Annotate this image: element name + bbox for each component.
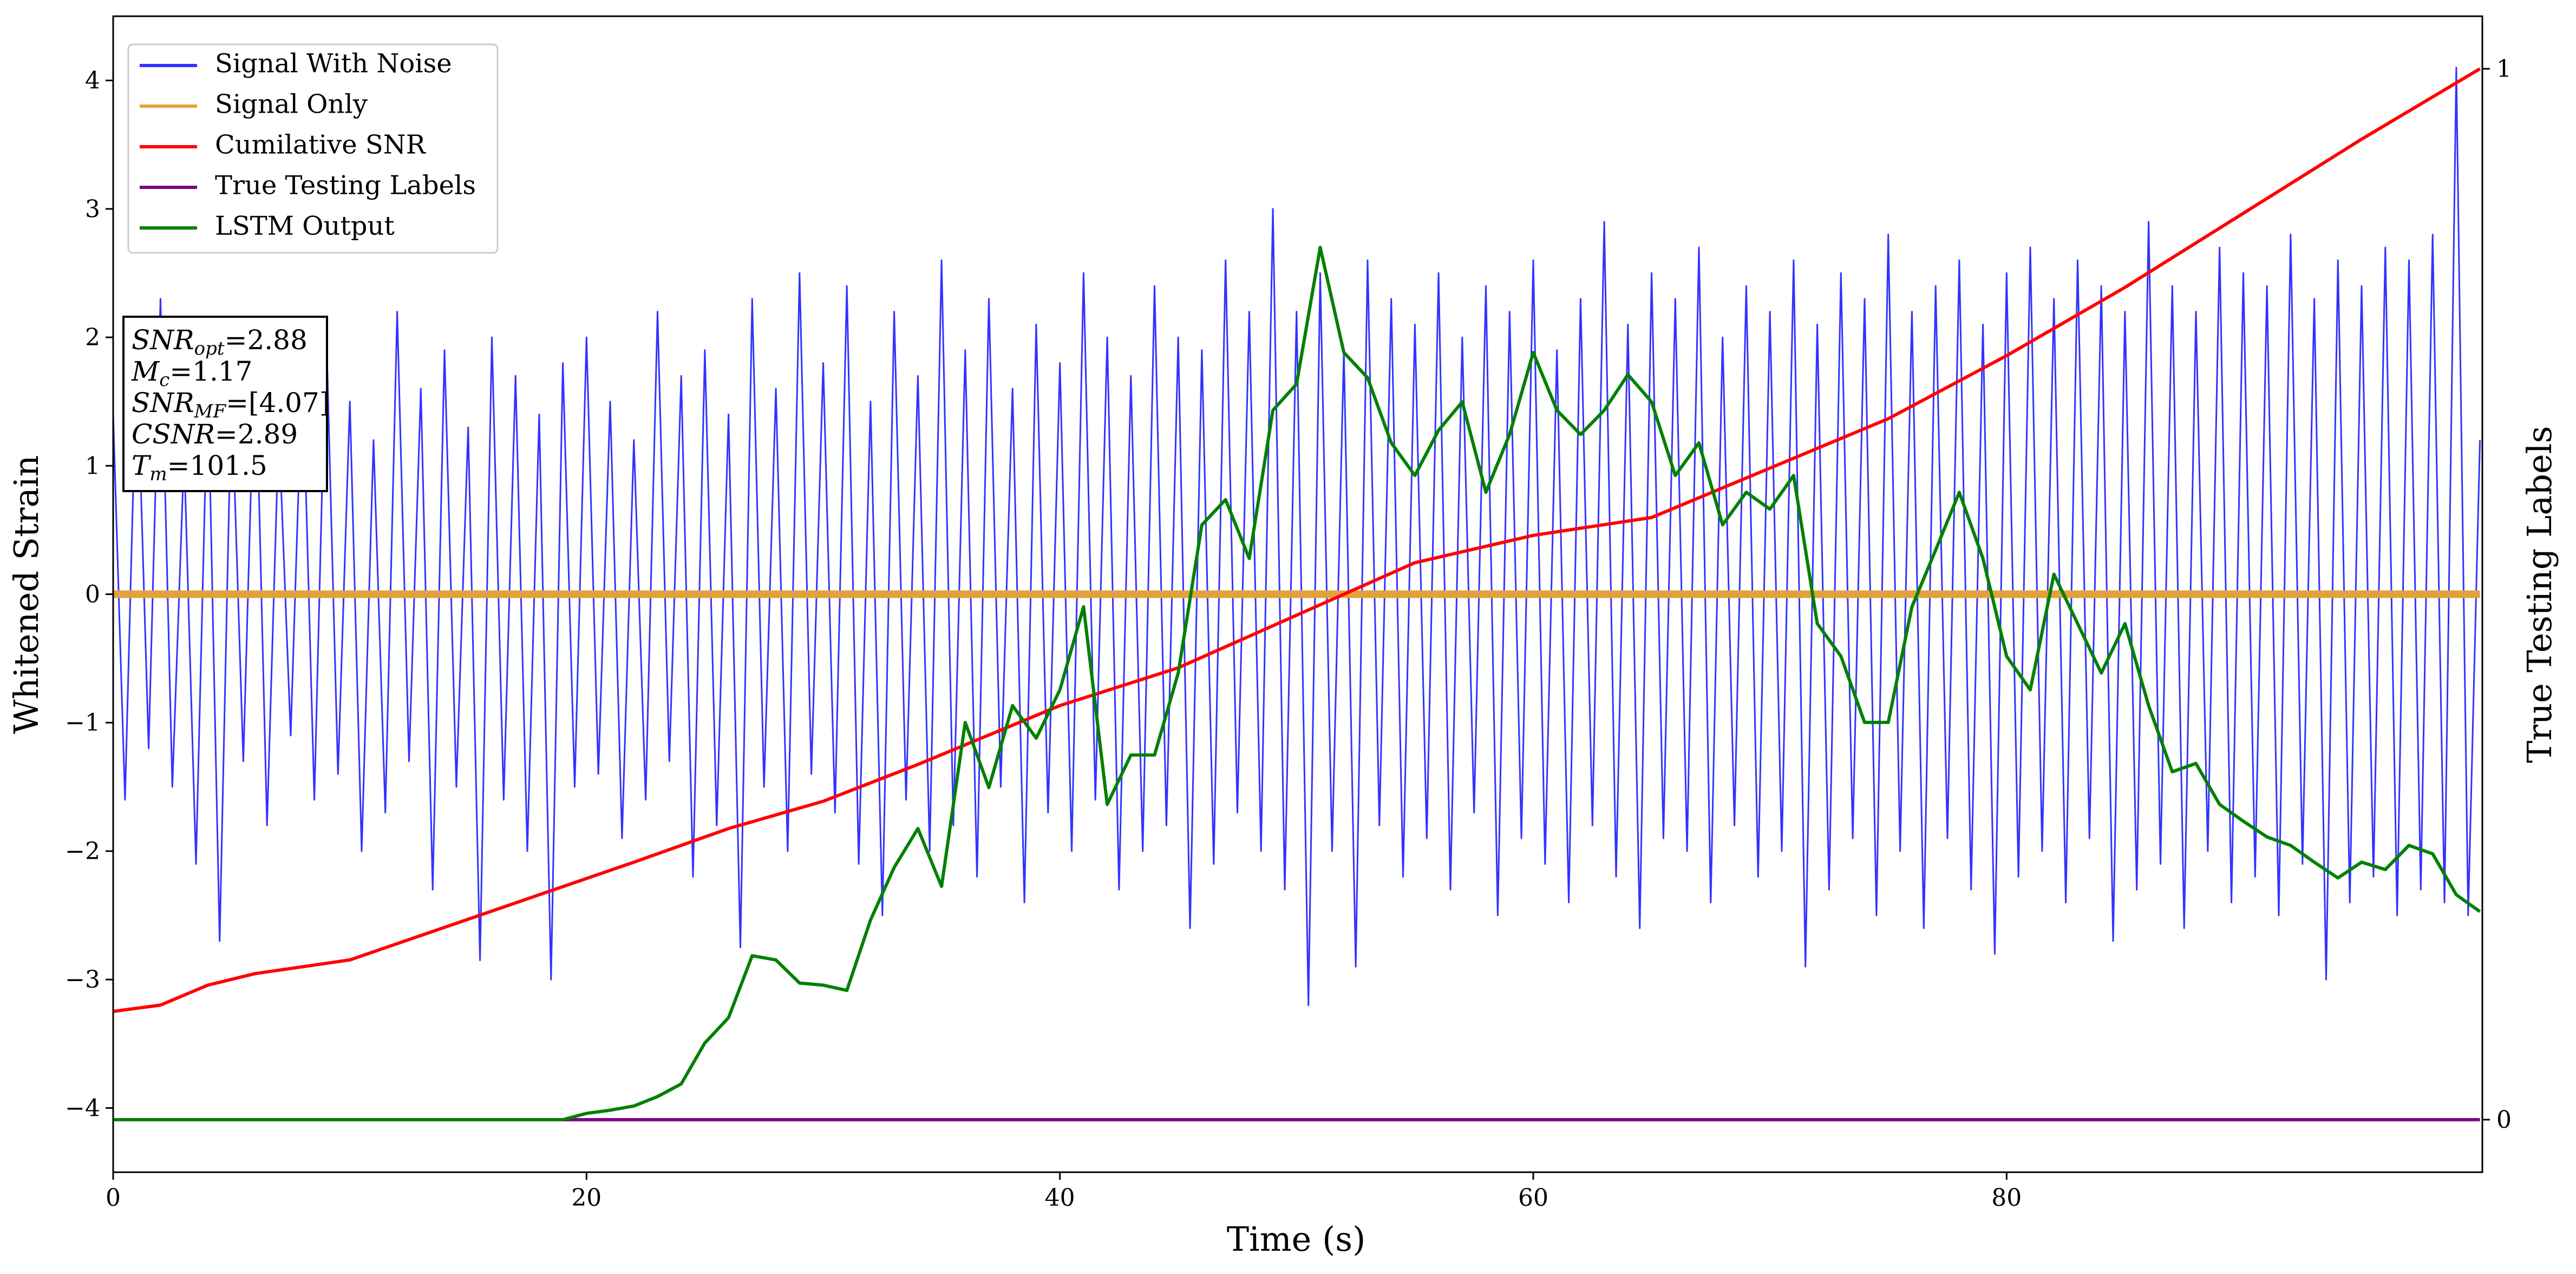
annotation-symbol: M: [131, 356, 160, 387]
legend-label: Cumilative SNR: [215, 130, 427, 160]
annotation-line: CSNR=2.89: [132, 419, 298, 450]
y2-tick-label: 0: [2496, 1106, 2512, 1134]
y-tick-label: 2: [85, 324, 100, 351]
y-tick-label: 3: [85, 195, 100, 223]
annotation-subscript: m: [149, 463, 167, 485]
y-tick-label: 1: [85, 452, 100, 480]
legend-label: True Testing Labels: [215, 171, 476, 201]
annotation-value: =2.88: [225, 324, 308, 356]
y2-tick-label: 1: [2496, 55, 2512, 83]
y-tick-label: −2: [65, 838, 100, 865]
annotation-value: =2.89: [215, 419, 298, 450]
legend-label: Signal With Noise: [215, 49, 452, 79]
annotation-line: Mc=1.17: [131, 356, 252, 391]
annotation-symbol: T: [132, 450, 152, 481]
annotation-symbol: SNR: [132, 387, 194, 419]
x-tick-label: 60: [1518, 1184, 1548, 1212]
annotation-subscript: c: [159, 369, 169, 391]
y-axis-label: Whitened Strain: [6, 455, 46, 734]
y-tick-label: −1: [65, 709, 100, 737]
x-tick-label: 40: [1045, 1184, 1075, 1212]
annotation-value: =[4.07]: [226, 387, 330, 419]
legend-label: LSTM Output: [215, 211, 395, 241]
y-tick-label: −3: [65, 966, 100, 994]
annotation-value: =1.17: [169, 356, 252, 387]
y2-axis-label: True Testing Labels: [2520, 426, 2559, 763]
annotation-subscript: MF: [194, 401, 227, 422]
annotation-subscript: opt: [194, 338, 225, 360]
x-tick-label: 80: [1991, 1184, 2022, 1212]
series-line: [113, 246, 2481, 1121]
series-line: [113, 67, 2481, 1007]
y-tick-label: 0: [85, 581, 100, 609]
x-tick-label: 20: [571, 1184, 601, 1212]
legend-label: Signal Only: [215, 89, 368, 120]
annotation-symbol: SNR: [132, 324, 194, 356]
annotation-line: Tm=101.5: [132, 450, 267, 485]
annotation-line: SNRopt=2.88: [132, 324, 308, 360]
legend-box: [127, 43, 499, 254]
y-tick-label: −4: [65, 1094, 100, 1122]
annotation-symbol: CSNR: [132, 419, 215, 450]
annotation-line: SNRMF=[4.07]: [132, 387, 330, 422]
x-axis-label: Time (s): [1227, 1219, 1366, 1259]
annotation-value: =101.5: [167, 450, 267, 481]
annotation-box: [122, 316, 328, 492]
x-tick-label: 0: [106, 1184, 121, 1212]
y-tick-label: 4: [85, 67, 100, 95]
